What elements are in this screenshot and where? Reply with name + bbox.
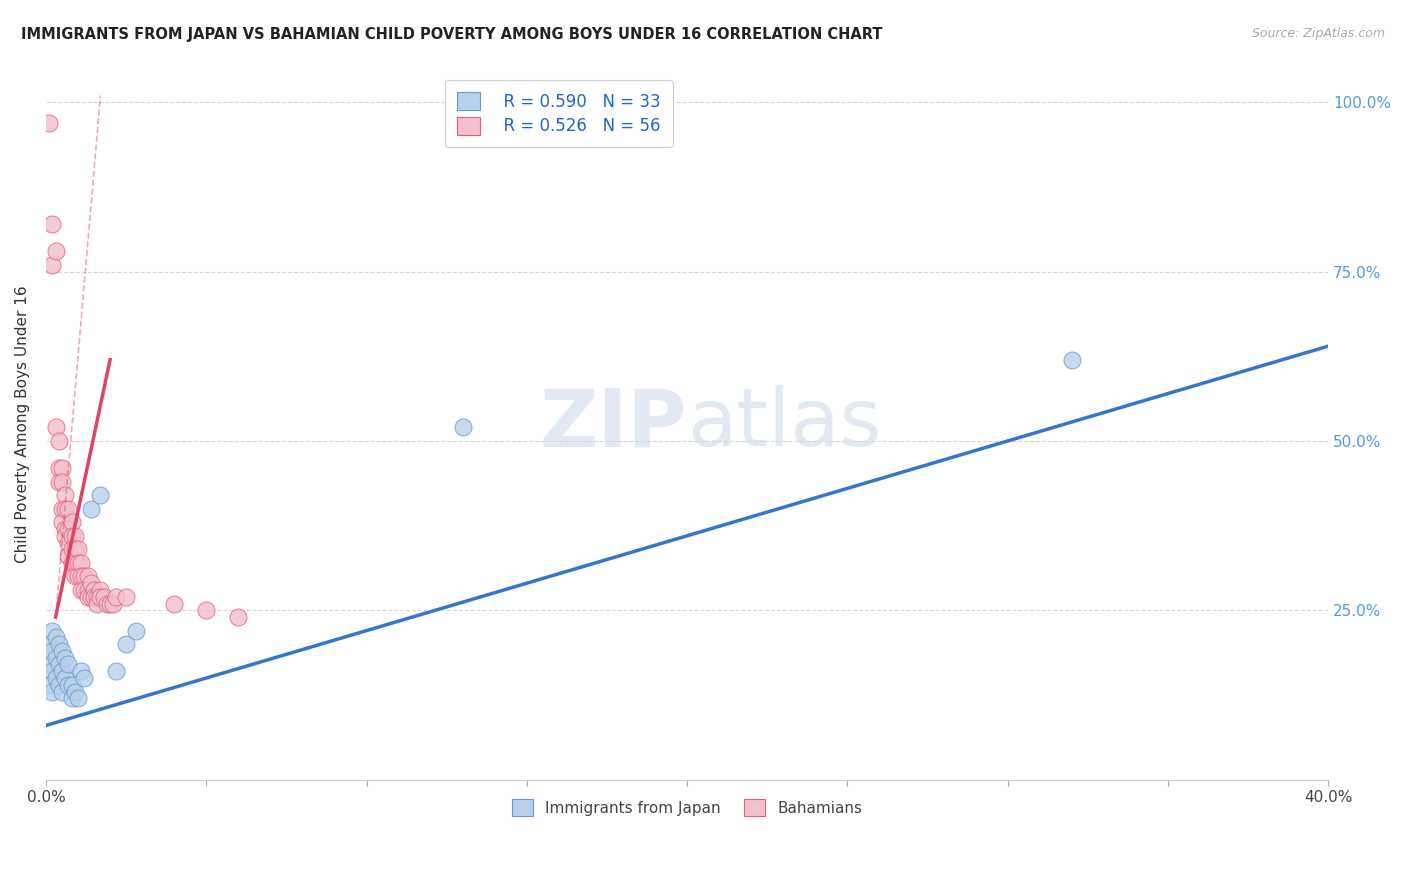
Point	[125, 624, 148, 638]
Point	[51, 461, 73, 475]
Point	[45, 420, 67, 434]
Point	[89, 582, 111, 597]
Point	[41, 644, 63, 658]
Point	[45, 671, 67, 685]
Point	[226, 610, 249, 624]
Point	[41, 624, 63, 638]
Point	[70, 556, 93, 570]
Point	[63, 569, 86, 583]
Point	[76, 569, 98, 583]
Point	[48, 461, 70, 475]
Point	[66, 569, 89, 583]
Point	[51, 644, 73, 658]
Point	[58, 657, 80, 672]
Point	[51, 665, 73, 679]
Point	[73, 582, 96, 597]
Point	[60, 556, 83, 570]
Point	[70, 582, 93, 597]
Point	[45, 650, 67, 665]
Point	[80, 501, 103, 516]
Point	[451, 420, 474, 434]
Point	[51, 501, 73, 516]
Text: atlas: atlas	[688, 385, 882, 463]
Point	[1060, 352, 1083, 367]
Point	[60, 529, 83, 543]
Point	[53, 650, 76, 665]
Point	[83, 582, 105, 597]
Point	[66, 556, 89, 570]
Point	[86, 597, 108, 611]
Point	[45, 631, 67, 645]
Point	[38, 637, 60, 651]
Point	[80, 590, 103, 604]
Point	[60, 678, 83, 692]
Point	[41, 684, 63, 698]
Point	[38, 678, 60, 692]
Point	[53, 529, 76, 543]
Point	[73, 569, 96, 583]
Legend: Immigrants from Japan, Bahamians: Immigrants from Japan, Bahamians	[502, 790, 872, 825]
Point	[58, 549, 80, 563]
Point	[103, 597, 125, 611]
Point	[58, 522, 80, 536]
Point	[60, 691, 83, 706]
Point	[66, 542, 89, 557]
Point	[53, 501, 76, 516]
Point	[53, 671, 76, 685]
Point	[66, 691, 89, 706]
Point	[41, 217, 63, 231]
Point	[89, 590, 111, 604]
Point	[115, 590, 138, 604]
Point	[51, 475, 73, 489]
Text: Source: ZipAtlas.com: Source: ZipAtlas.com	[1251, 27, 1385, 40]
Point	[58, 535, 80, 549]
Point	[60, 515, 83, 529]
Point	[115, 637, 138, 651]
Point	[76, 590, 98, 604]
Point	[53, 522, 76, 536]
Point	[63, 556, 86, 570]
Point	[48, 434, 70, 448]
Point	[98, 597, 121, 611]
Text: IMMIGRANTS FROM JAPAN VS BAHAMIAN CHILD POVERTY AMONG BOYS UNDER 16 CORRELATION : IMMIGRANTS FROM JAPAN VS BAHAMIAN CHILD …	[21, 27, 883, 42]
Point	[195, 603, 218, 617]
Point	[105, 665, 128, 679]
Text: ZIP: ZIP	[540, 385, 688, 463]
Point	[58, 501, 80, 516]
Point	[48, 678, 70, 692]
Point	[70, 569, 93, 583]
Point	[63, 684, 86, 698]
Point	[53, 488, 76, 502]
Point	[89, 488, 111, 502]
Point	[76, 582, 98, 597]
Point	[96, 597, 118, 611]
Point	[93, 590, 115, 604]
Point	[73, 671, 96, 685]
Point	[58, 678, 80, 692]
Point	[51, 684, 73, 698]
Point	[38, 116, 60, 130]
Point	[51, 515, 73, 529]
Y-axis label: Child Poverty Among Boys Under 16: Child Poverty Among Boys Under 16	[15, 285, 30, 563]
Point	[63, 529, 86, 543]
Point	[48, 637, 70, 651]
Point	[45, 244, 67, 259]
Point	[80, 576, 103, 591]
Point	[83, 590, 105, 604]
Point	[163, 597, 186, 611]
Point	[70, 665, 93, 679]
Point	[41, 665, 63, 679]
Point	[38, 657, 60, 672]
Point	[105, 590, 128, 604]
Point	[41, 258, 63, 272]
Point	[86, 590, 108, 604]
Point	[60, 542, 83, 557]
Point	[48, 657, 70, 672]
Point	[48, 475, 70, 489]
Point	[63, 542, 86, 557]
